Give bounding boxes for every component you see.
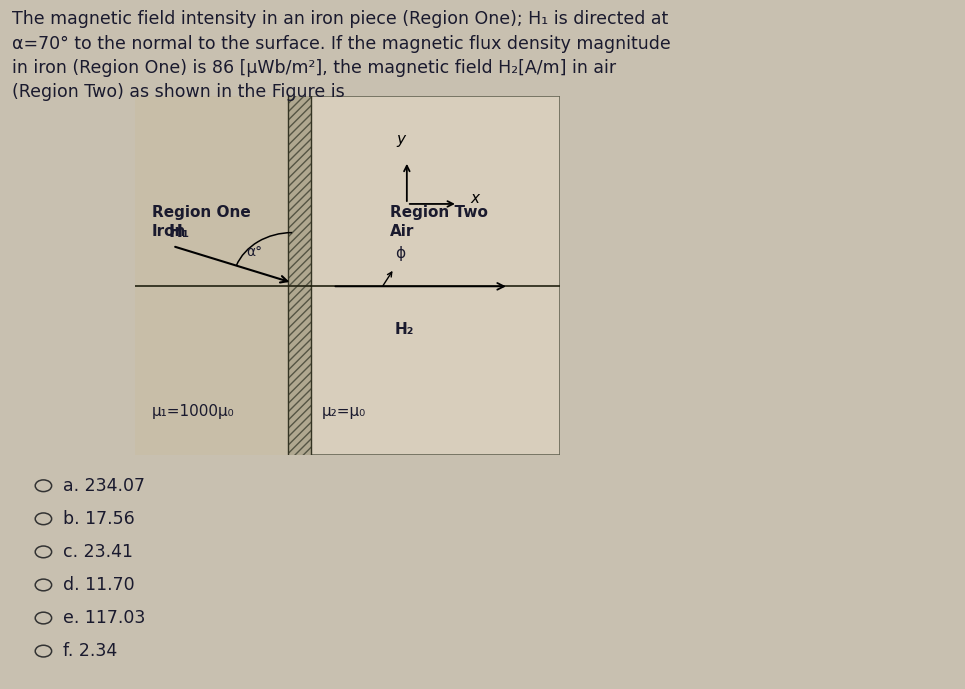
Text: H₁: H₁ [168, 223, 189, 240]
Text: c. 23.41: c. 23.41 [63, 543, 133, 561]
Text: x: x [471, 191, 480, 206]
Text: ϕ: ϕ [396, 246, 405, 261]
Text: The magnetic field intensity in an iron piece (Region One); H₁ is directed at
α=: The magnetic field intensity in an iron … [12, 10, 671, 101]
Text: b. 17.56: b. 17.56 [63, 510, 134, 528]
Text: a. 234.07: a. 234.07 [63, 477, 145, 495]
Text: f. 2.34: f. 2.34 [63, 642, 117, 660]
Text: H₂: H₂ [395, 322, 414, 337]
Text: μ₂=μ₀: μ₂=μ₀ [322, 404, 366, 419]
Text: α°: α° [246, 245, 262, 259]
Text: μ₁=1000μ₀: μ₁=1000μ₀ [152, 404, 234, 419]
Text: Region Two
Air: Region Two Air [390, 205, 487, 238]
Text: e. 117.03: e. 117.03 [63, 609, 145, 627]
Text: d. 11.70: d. 11.70 [63, 576, 134, 594]
Text: Region One
Iron: Region One Iron [152, 205, 251, 238]
Text: y: y [396, 132, 405, 147]
Bar [288, 96, 312, 455]
Bar [135, 96, 288, 455]
